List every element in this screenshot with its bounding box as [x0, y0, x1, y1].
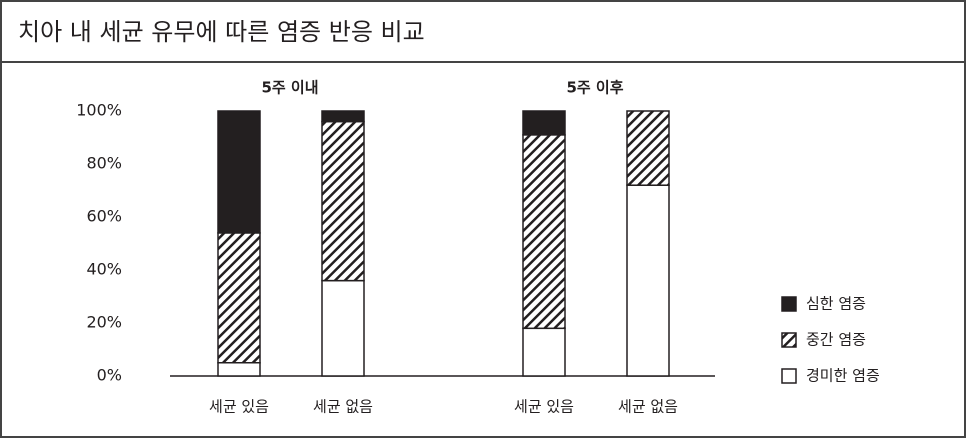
bar-segment: [321, 110, 365, 123]
legend-swatch: [781, 368, 797, 384]
legend-label: 중간 염증: [806, 331, 866, 349]
y-tick-label: 80%: [86, 154, 122, 173]
x-tick-label: 세균 없음: [313, 398, 373, 416]
x-tick-label: 세균 있음: [514, 398, 574, 416]
group-label: 5주 이후: [566, 79, 623, 97]
legend-swatch: [781, 332, 797, 348]
y-tick-label: 100%: [76, 101, 122, 120]
bar-segment: [626, 110, 670, 186]
bar-segment: [217, 362, 261, 377]
bar-segment: [217, 232, 261, 364]
y-tick-label: 20%: [86, 313, 122, 332]
bar-segment: [321, 279, 365, 377]
bar-segment: [321, 120, 365, 282]
chart-title: 치아 내 세균 유무에 따른 염증 반응 비교: [18, 18, 425, 46]
bar-segment: [217, 110, 261, 234]
y-tick-label: 60%: [86, 207, 122, 226]
legend-swatch: [781, 296, 797, 312]
legend-label: 경미한 염증: [806, 367, 880, 385]
bar-segment: [522, 134, 566, 330]
group-label: 5주 이내: [261, 79, 318, 97]
legend-label: 심한 염증: [806, 295, 866, 313]
bar-segment: [522, 327, 566, 377]
y-tick-label: 0%: [97, 366, 122, 385]
y-tick-label: 40%: [86, 260, 122, 279]
bar-segment: [626, 184, 670, 377]
x-tick-label: 세균 없음: [618, 398, 678, 416]
x-tick-label: 세균 있음: [209, 398, 269, 416]
bar-segment: [522, 110, 566, 136]
